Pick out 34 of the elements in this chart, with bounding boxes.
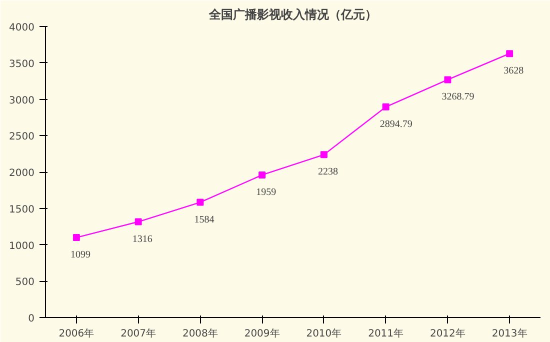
point	[196, 198, 204, 206]
y-tick-label: 1500	[9, 204, 35, 216]
data-label: 2238	[318, 166, 338, 178]
point	[134, 218, 142, 226]
x-tick-label: 2010年	[306, 328, 342, 340]
data-label: 1099	[70, 250, 90, 261]
point	[258, 171, 266, 178]
y-tick-label: 3000	[9, 95, 35, 106]
x-tick-label: 2013年	[492, 328, 528, 340]
point	[320, 151, 328, 158]
data-label: 3268.79	[442, 92, 474, 103]
x-tick-label: 2006年	[58, 328, 94, 340]
y-tick-label: 0	[28, 314, 35, 324]
x-tick-label: 2008年	[182, 328, 218, 340]
point	[72, 234, 80, 242]
y-tick-label: 500	[15, 277, 35, 288]
point	[382, 103, 390, 110]
x-tick-label: 2009年	[244, 328, 280, 340]
data-label: 1584	[194, 214, 214, 226]
y-tick-label: 4000	[9, 22, 35, 34]
y-tick-label: 3500	[9, 58, 35, 70]
y-tick-label: 2000	[9, 168, 35, 179]
data-label: 1316	[132, 234, 152, 245]
data-label: 3628	[504, 66, 524, 77]
chart-title: 全国广播影视收入情况（亿元）	[208, 8, 377, 22]
data-label: 1959	[256, 186, 276, 198]
x-tick-label: 2012年	[430, 328, 466, 340]
point	[506, 50, 514, 58]
x-tick-label: 2007年	[120, 328, 156, 340]
y-tick-label: 1000	[9, 240, 35, 252]
data-label: 2894.79	[380, 118, 412, 130]
x-tick-label: 2011年	[368, 328, 404, 340]
point	[444, 76, 452, 84]
y-tick-label: 2500	[9, 132, 35, 143]
